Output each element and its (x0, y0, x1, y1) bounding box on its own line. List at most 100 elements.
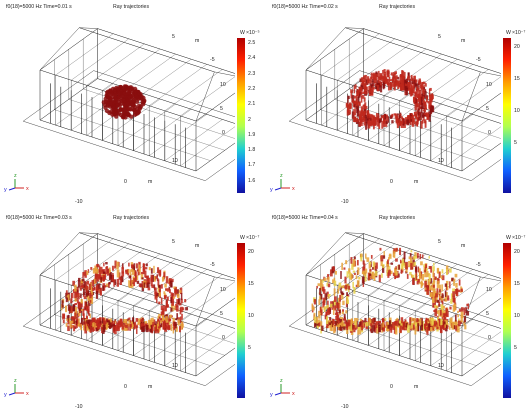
ray-point (414, 252, 417, 257)
ray-point (436, 310, 439, 314)
ray-point (67, 325, 70, 332)
ray-point (424, 120, 427, 128)
ray-point (424, 279, 428, 283)
ray-point (409, 257, 413, 264)
ray-point (457, 289, 461, 293)
ray-point (454, 321, 458, 326)
ray-point (121, 326, 125, 330)
ray-point (328, 293, 331, 297)
ray-point (166, 296, 169, 301)
ray-point (420, 102, 423, 110)
ray-point (365, 117, 368, 124)
ray-point (397, 80, 400, 87)
ray-point (367, 78, 371, 84)
ray-point (157, 267, 160, 274)
ray-point (176, 313, 179, 320)
ray-point (393, 321, 396, 326)
ray-point (122, 263, 124, 268)
ceiling-line (430, 69, 489, 111)
ray-point (424, 107, 428, 110)
ray-point (377, 321, 379, 325)
ray-point (84, 324, 86, 331)
ray-point (175, 318, 178, 321)
ray-point (360, 95, 363, 103)
axis-tick-label: 0 (390, 384, 393, 390)
ray-point (125, 269, 129, 275)
ceiling-line (415, 64, 473, 106)
ray-point (107, 283, 110, 288)
ray-point (331, 324, 333, 332)
ray-point (356, 318, 359, 321)
ray-point (371, 78, 375, 87)
ray-point (88, 283, 91, 291)
3d-view[interactable]: 5 m -5 10 5 0 10 0 m -10 z x y (266, 0, 501, 205)
ray-point (327, 300, 329, 309)
ray-point (415, 79, 418, 83)
ray-point (83, 288, 85, 296)
colorbar-tick-label: 20 (514, 249, 520, 255)
ray-point (327, 276, 330, 283)
ray-point (65, 323, 68, 327)
ray-point (392, 322, 395, 326)
ray-point (387, 259, 389, 267)
ray-point (177, 293, 180, 298)
ray-point (423, 119, 427, 124)
ray-point (405, 322, 409, 328)
ray-point (158, 301, 161, 305)
ray-point (144, 267, 148, 270)
ray-point (131, 268, 134, 272)
axis-tick-label: -10 (75, 404, 83, 410)
ray-point (463, 307, 466, 316)
ray-point (361, 325, 364, 331)
ray-point (364, 268, 368, 274)
ray-point (95, 275, 97, 284)
ray-point (105, 283, 109, 287)
ray-point (382, 255, 386, 259)
ray-point (422, 92, 425, 98)
ray-point (444, 317, 447, 320)
ray-point (366, 257, 370, 262)
ray-point (174, 322, 177, 329)
triad-y-axis (8, 187, 16, 191)
triad-label: y (4, 187, 7, 193)
ray-point (367, 272, 371, 281)
ray-point (440, 304, 443, 312)
ray-point (321, 325, 324, 331)
ray-point (185, 307, 189, 311)
3d-view[interactable]: 5 m -5 10 5 0 10 0 m -10 z x y (0, 0, 235, 205)
ray-point (410, 322, 413, 329)
ray-point (141, 280, 145, 288)
ray-point (362, 91, 366, 94)
ray-point (400, 80, 403, 87)
axis-tick-label: 5 (172, 239, 175, 245)
ray-point (322, 289, 326, 294)
ray-point (420, 97, 423, 105)
ray-point (111, 320, 114, 327)
ray-point (416, 105, 420, 108)
roof-ridge (345, 27, 481, 73)
ray-point (388, 76, 391, 83)
ray-point (122, 84, 127, 89)
ray-point (119, 276, 122, 279)
ray-point (398, 115, 401, 119)
3d-view[interactable]: 5 m -5 10 5 0 10 0 m -10 z x y (0, 205, 235, 410)
ray-point (164, 283, 167, 288)
ray-point (407, 85, 410, 91)
ray-point (433, 262, 435, 266)
ray-point (445, 307, 448, 315)
ray-point (125, 319, 128, 324)
ray-point (85, 281, 88, 288)
ray-point (401, 119, 404, 125)
ray-point (364, 105, 368, 109)
ray-point (348, 109, 351, 115)
ray-point (132, 266, 135, 272)
ray-point (356, 105, 358, 114)
ray-point (171, 293, 174, 299)
ray-point (362, 112, 365, 120)
ground-edge (471, 364, 501, 386)
ray-point (150, 324, 153, 333)
ray-point (434, 295, 437, 303)
ray-point (105, 266, 108, 275)
3d-view[interactable]: 5 m -5 10 5 0 10 0 m -10 z x y (266, 205, 501, 410)
axis-tick-label: 10 (172, 158, 178, 164)
